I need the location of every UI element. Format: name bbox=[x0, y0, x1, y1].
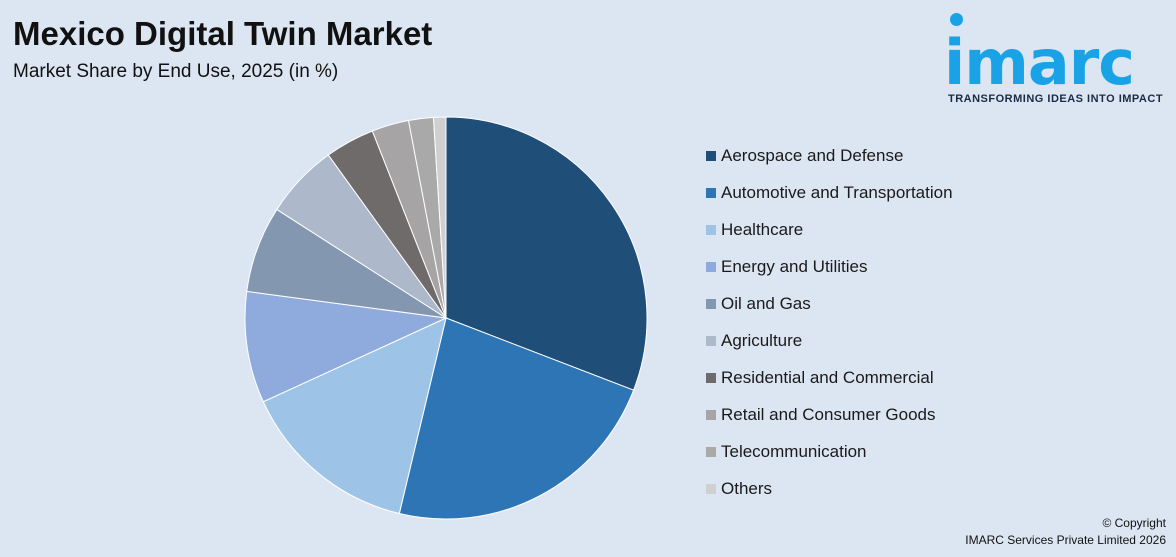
legend-item-residential-and-commercial: Residential and Commercial bbox=[706, 359, 953, 396]
legend-item-oil-and-gas: Oil and Gas bbox=[706, 285, 953, 322]
legend-swatch bbox=[706, 224, 716, 235]
legend-swatch bbox=[706, 261, 716, 272]
legend-item-aerospace-and-defense: Aerospace and Defense bbox=[706, 137, 953, 174]
legend-swatch bbox=[706, 150, 716, 161]
legend-item-telecommunication: Telecommunication bbox=[706, 433, 953, 470]
pie-slice-others bbox=[432, 116, 447, 319]
legend-label: Retail and Consumer Goods bbox=[721, 404, 936, 424]
legend-item-others: Others bbox=[706, 470, 953, 507]
legend-item-automotive-and-transportation: Automotive and Transportation bbox=[706, 174, 953, 211]
copyright-notice: © Copyright IMARC Services Private Limit… bbox=[965, 515, 1166, 549]
legend-label: Energy and Utilities bbox=[721, 256, 868, 276]
chart-title: Mexico Digital Twin Market bbox=[13, 15, 433, 52]
logo-wordmark: imarc bbox=[944, 26, 1135, 99]
legend-item-retail-and-consumer-goods: Retail and Consumer Goods bbox=[706, 396, 953, 433]
chart-legend: Aerospace and Defense Automotive and Tran… bbox=[706, 137, 953, 507]
legend-label: Oil and Gas bbox=[721, 293, 811, 313]
copyright-line-2: IMARC Services Private Limited 2026 bbox=[965, 533, 1166, 547]
legend-label: Telecommunication bbox=[721, 441, 867, 461]
pie-slice-healthcare bbox=[262, 317, 447, 515]
legend-item-agriculture: Agriculture bbox=[706, 322, 953, 359]
legend-item-healthcare: Healthcare bbox=[706, 211, 953, 248]
copyright-line-1: © Copyright bbox=[1102, 516, 1166, 530]
legend-item-energy-and-utilities: Energy and Utilities bbox=[706, 248, 953, 285]
legend-label: Agriculture bbox=[721, 330, 803, 350]
legend-label: Automotive and Transportation bbox=[721, 182, 953, 202]
legend-label: Healthcare bbox=[721, 219, 804, 239]
logo-dot-icon bbox=[950, 13, 963, 26]
legend-swatch bbox=[706, 372, 716, 383]
legend-swatch bbox=[706, 409, 716, 420]
legend-label: Aerospace and Defense bbox=[721, 145, 904, 165]
imarc-logo: imarc TRANSFORMING IDEAS INTO IMPACT bbox=[944, 10, 1172, 110]
legend-swatch bbox=[706, 335, 716, 346]
legend-label: Others bbox=[721, 478, 773, 498]
legend-swatch bbox=[706, 446, 716, 457]
logo-tagline: TRANSFORMING IDEAS INTO IMPACT bbox=[948, 93, 1164, 105]
legend-swatch bbox=[706, 298, 716, 309]
legend-swatch bbox=[706, 187, 716, 198]
legend-swatch bbox=[706, 483, 716, 494]
legend-label: Residential and Commercial bbox=[721, 367, 934, 387]
pie-slice-aerospace-and-defense bbox=[445, 116, 648, 391]
pie-slice-automotive-and-transportation bbox=[398, 317, 635, 520]
pie-slice-energy-and-utilities bbox=[244, 290, 448, 403]
chart-subtitle: Market Share by End Use, 2025 (in %) bbox=[13, 61, 339, 82]
